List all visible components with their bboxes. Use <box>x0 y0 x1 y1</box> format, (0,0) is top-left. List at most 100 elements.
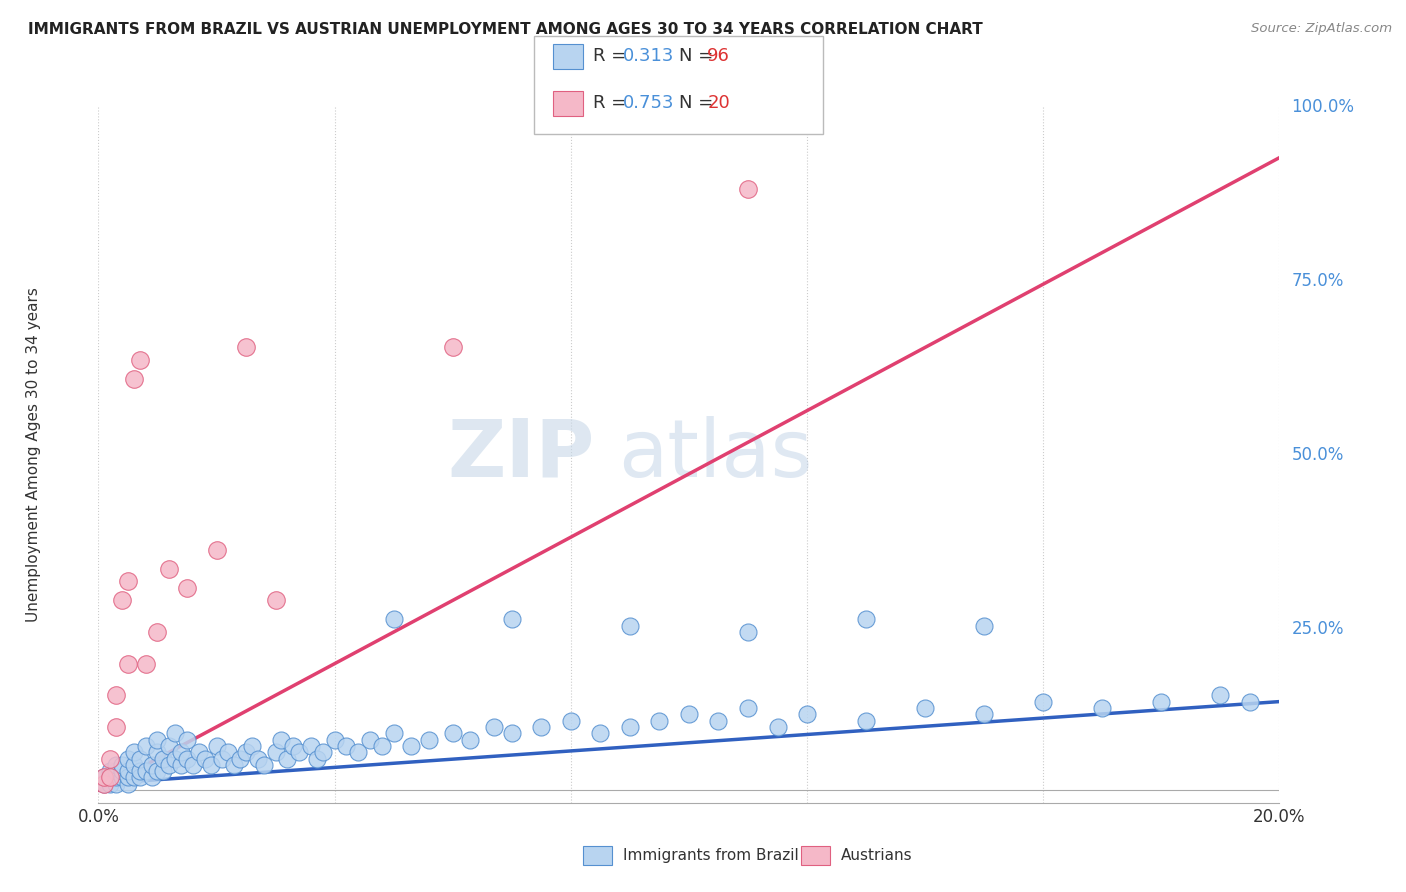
Text: 75.0%: 75.0% <box>1291 272 1344 290</box>
Point <box>441 726 464 740</box>
Point <box>157 562 180 576</box>
Point <box>157 739 180 753</box>
Point <box>98 777 121 791</box>
Point <box>205 542 228 557</box>
Point <box>347 745 370 759</box>
Point <box>264 593 287 607</box>
Point <box>105 777 128 791</box>
Point <box>276 751 298 765</box>
Text: R =: R = <box>593 95 633 112</box>
Point <box>128 771 150 785</box>
Point <box>264 745 287 759</box>
Point <box>135 739 157 753</box>
Point <box>98 771 121 785</box>
Point <box>187 745 209 759</box>
Point <box>766 720 789 734</box>
Point <box>335 739 357 753</box>
Text: Source: ZipAtlas.com: Source: ZipAtlas.com <box>1251 22 1392 36</box>
Text: IMMIGRANTS FROM BRAZIL VS AUSTRIAN UNEMPLOYMENT AMONG AGES 30 TO 34 YEARS CORREL: IMMIGRANTS FROM BRAZIL VS AUSTRIAN UNEMP… <box>28 22 983 37</box>
Point <box>93 771 115 785</box>
Point <box>105 688 128 702</box>
Point <box>117 771 139 785</box>
Text: Immigrants from Brazil: Immigrants from Brazil <box>623 848 799 863</box>
Point <box>305 751 328 765</box>
Point <box>176 581 198 595</box>
Point <box>382 726 405 740</box>
Point <box>181 757 204 772</box>
Point <box>128 353 150 368</box>
Point <box>401 739 423 753</box>
Point <box>122 771 145 785</box>
Point <box>382 612 405 626</box>
Point <box>93 771 115 785</box>
Point <box>93 777 115 791</box>
Point <box>283 739 305 753</box>
Point <box>235 340 257 354</box>
Point <box>98 771 121 785</box>
Point <box>312 745 335 759</box>
Point <box>914 701 936 715</box>
Point <box>176 751 198 765</box>
Point <box>122 745 145 759</box>
Point <box>288 745 311 759</box>
Point <box>165 726 187 740</box>
Point <box>530 720 553 734</box>
Point <box>359 732 381 747</box>
Point <box>441 340 464 354</box>
Point <box>152 751 174 765</box>
Point <box>253 757 276 772</box>
Point <box>501 612 523 626</box>
Point <box>128 764 150 779</box>
Text: N =: N = <box>679 95 718 112</box>
Point <box>619 618 641 632</box>
Point <box>707 714 730 728</box>
Point <box>176 732 198 747</box>
Text: ZIP: ZIP <box>447 416 595 494</box>
Text: 96: 96 <box>707 47 730 65</box>
Point <box>105 764 128 779</box>
Point <box>105 720 128 734</box>
Point <box>224 757 246 772</box>
Point <box>299 739 322 753</box>
Text: 25.0%: 25.0% <box>1291 620 1344 638</box>
Point <box>205 739 228 753</box>
Point <box>170 757 193 772</box>
Point <box>648 714 671 728</box>
Point <box>141 771 163 785</box>
Point <box>246 751 269 765</box>
Point <box>560 714 582 728</box>
Text: N =: N = <box>679 47 718 65</box>
Point <box>737 625 759 640</box>
Point <box>146 732 169 747</box>
Point <box>1150 695 1173 709</box>
Point <box>105 771 128 785</box>
Point <box>122 757 145 772</box>
Point <box>323 732 346 747</box>
Point <box>482 720 505 734</box>
Text: Austrians: Austrians <box>841 848 912 863</box>
Point <box>117 764 139 779</box>
Text: R =: R = <box>593 47 633 65</box>
Point <box>105 757 128 772</box>
Point <box>1239 695 1261 709</box>
Text: atlas: atlas <box>619 416 813 494</box>
Point <box>737 701 759 715</box>
Point <box>117 777 139 791</box>
Point <box>737 182 759 196</box>
Point <box>270 732 292 747</box>
Point <box>619 720 641 734</box>
Point <box>111 764 134 779</box>
Point <box>157 757 180 772</box>
Point <box>165 751 187 765</box>
Point <box>152 764 174 779</box>
Point <box>211 751 233 765</box>
Point <box>235 745 257 759</box>
Text: 20: 20 <box>707 95 730 112</box>
Point <box>98 751 121 765</box>
Point <box>135 764 157 779</box>
Point <box>117 657 139 671</box>
Point <box>111 593 134 607</box>
Text: 0.313: 0.313 <box>623 47 675 65</box>
Point <box>855 714 877 728</box>
Point <box>141 757 163 772</box>
